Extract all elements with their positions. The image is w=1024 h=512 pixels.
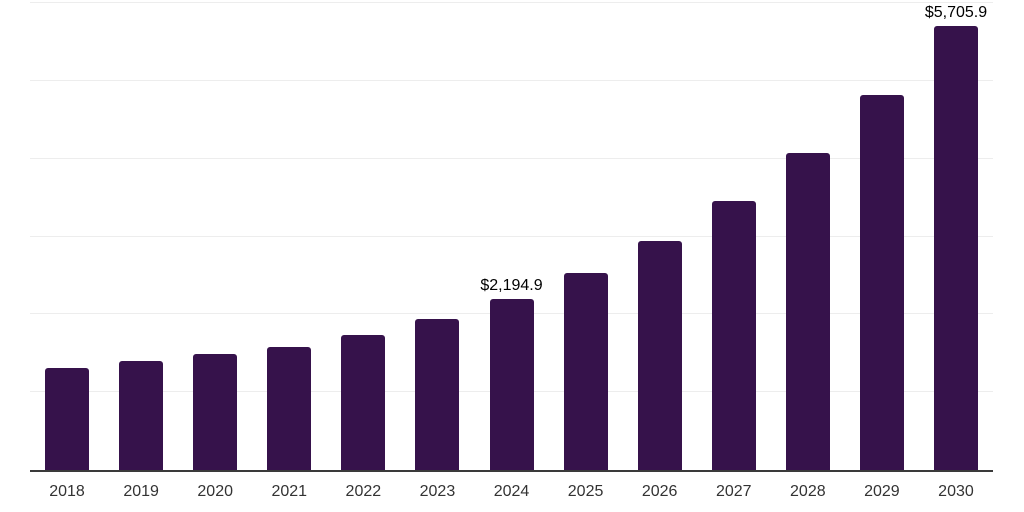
bar-slot — [623, 3, 697, 470]
bar-2026 — [637, 240, 682, 470]
bar-slot — [771, 3, 845, 470]
x-tick-label-2023: 2023 — [419, 483, 456, 500]
bar-slot: $2,194.9 — [474, 3, 548, 470]
bar-slot — [30, 3, 104, 470]
x-tick-label-2028: 2028 — [790, 483, 826, 500]
bar-2022 — [341, 335, 386, 470]
data-label-2030: $5,705.9 — [924, 3, 988, 21]
bar-slot — [549, 3, 623, 470]
gridline — [30, 2, 993, 3]
bar-slot — [252, 3, 326, 470]
x-tick-label-2025: 2025 — [567, 483, 604, 500]
x-tick-label-2019: 2019 — [123, 483, 159, 500]
x-tick-label-2030: 2030 — [938, 483, 974, 500]
x-axis-labels: 2018 2019 2020 2021 2022 2023 2024 2025 2026 2027… — [30, 484, 993, 500]
data-label-2024: $2,194.9 — [480, 277, 543, 295]
plot-area: $2,194.9 $5,705.9 — [30, 2, 993, 472]
x-tick-label-2021: 2021 — [271, 483, 308, 500]
bar-slot — [845, 3, 919, 470]
bar-slot — [178, 3, 252, 470]
bar-2029 — [859, 94, 904, 470]
x-tick-label-2029: 2029 — [864, 483, 900, 500]
bar-2020 — [193, 354, 238, 470]
bar-2027 — [711, 201, 756, 470]
x-tick-label-2020: 2020 — [197, 483, 233, 500]
bar-2025 — [563, 273, 608, 470]
x-tick-label-2024: 2024 — [493, 483, 530, 500]
bar-slot — [697, 3, 771, 470]
bar-2024: $2,194.9 — [480, 278, 543, 470]
bar-chart: $2,194.9 $5,705.9 2018 2019 2020 2021 2022 202… — [30, 2, 993, 500]
bar-2021 — [267, 346, 312, 470]
x-tick-label-2018: 2018 — [49, 483, 85, 500]
bar-2023 — [415, 319, 460, 470]
bar-2018 — [45, 367, 90, 470]
bar-slot — [104, 3, 178, 470]
x-tick-label-2026: 2026 — [641, 483, 678, 500]
x-tick-label-2022: 2022 — [345, 483, 382, 500]
bar-2028 — [785, 152, 830, 470]
gridline — [30, 79, 993, 81]
bars-container: $2,194.9 $5,705.9 — [30, 3, 993, 470]
gridline — [30, 157, 993, 159]
x-tick-label-2027: 2027 — [715, 483, 752, 500]
bar-2030: $5,705.9 — [925, 4, 987, 470]
bar-slot — [326, 3, 400, 470]
bar-slot: $5,705.9 — [919, 3, 993, 470]
gridline — [30, 235, 993, 237]
bar-2019 — [119, 361, 164, 470]
bar-slot — [400, 3, 474, 470]
